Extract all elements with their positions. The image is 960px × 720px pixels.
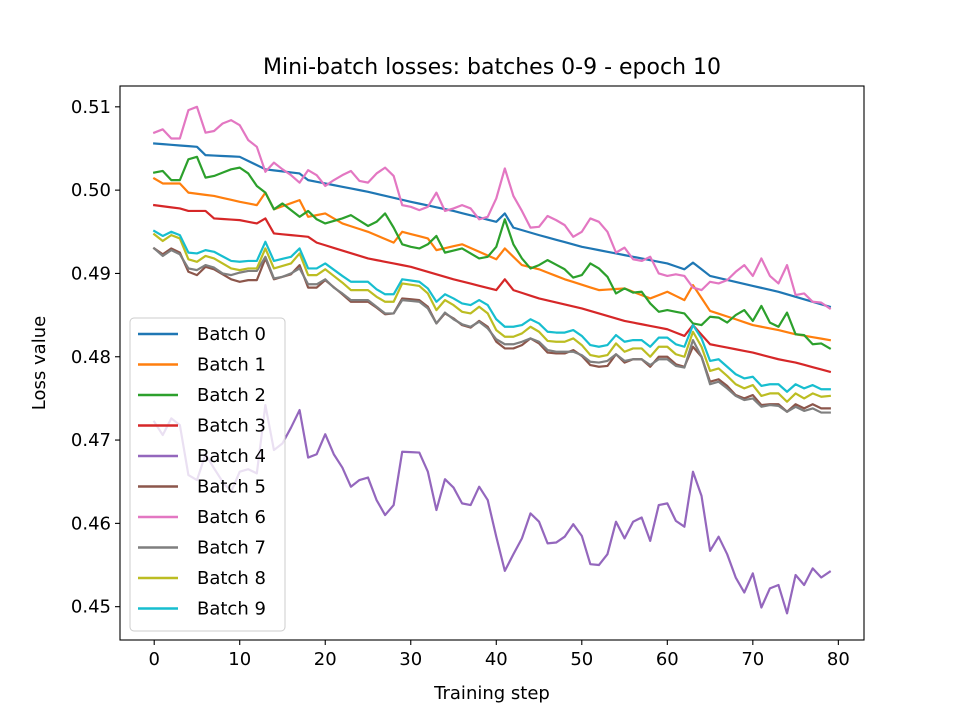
x-tick-label: 40 [485, 649, 508, 670]
legend-box [129, 317, 286, 632]
series-line-batch-9 [152, 229, 831, 393]
y-tick-label: 0.45 [71, 597, 111, 618]
legend-label: Batch 9 [197, 599, 266, 620]
series-line-batch-7 [152, 246, 831, 414]
plot-frame [119, 85, 865, 641]
legend-label: Batch 4 [197, 446, 266, 467]
legend: Batch 0 Batch 1 Batch 2 Batch 3 Batch 4 Batch… [129, 317, 286, 632]
legend-label: Batch 2 [197, 385, 266, 406]
chart-title: Mini-batch losses: batches 0-9 - epoch 1… [263, 55, 721, 80]
y-tick-label: 0.51 [71, 97, 111, 118]
y-tick-label: 0.48 [71, 347, 111, 368]
y-tick-label: 0.49 [71, 263, 111, 284]
y-tick-label: 0.46 [71, 513, 111, 534]
legend-label: Batch 3 [197, 416, 266, 437]
series-line-batch-2 [152, 155, 832, 350]
legend-label: Batch 0 [197, 324, 266, 345]
x-axis-label: Training step [433, 683, 550, 704]
legend-label: Batch 6 [197, 507, 266, 528]
series-line-batch-6 [152, 105, 832, 310]
y-axis-label: Loss value [29, 316, 50, 410]
x-tick-label: 60 [656, 649, 679, 670]
series-line-batch-3 [152, 203, 832, 374]
legend-label: Batch 1 [197, 355, 266, 376]
x-tick-label: 70 [741, 649, 764, 670]
x-tick-label: 10 [228, 649, 251, 670]
plot-lines [152, 105, 832, 615]
legend-label: Batch 7 [197, 538, 266, 559]
y-tick-label: 0.50 [71, 180, 111, 201]
x-tick-label: 50 [570, 649, 593, 670]
legend-label: Batch 5 [197, 477, 266, 498]
series-line-batch-8 [152, 232, 831, 403]
x-tick-label: 80 [827, 649, 850, 670]
x-tick-label: 20 [314, 649, 337, 670]
x-tick-label: 0 [148, 649, 159, 670]
y-tick-label: 0.47 [71, 430, 111, 451]
legend-label: Batch 8 [197, 568, 266, 589]
x-axis-ticks: 0 10 20 30 40 50 60 70 80 [148, 640, 850, 670]
x-tick-label: 30 [399, 649, 422, 670]
y-axis-ticks: 0.45 0.46 0.47 0.48 0.49 0.50 0.51 [71, 97, 120, 618]
